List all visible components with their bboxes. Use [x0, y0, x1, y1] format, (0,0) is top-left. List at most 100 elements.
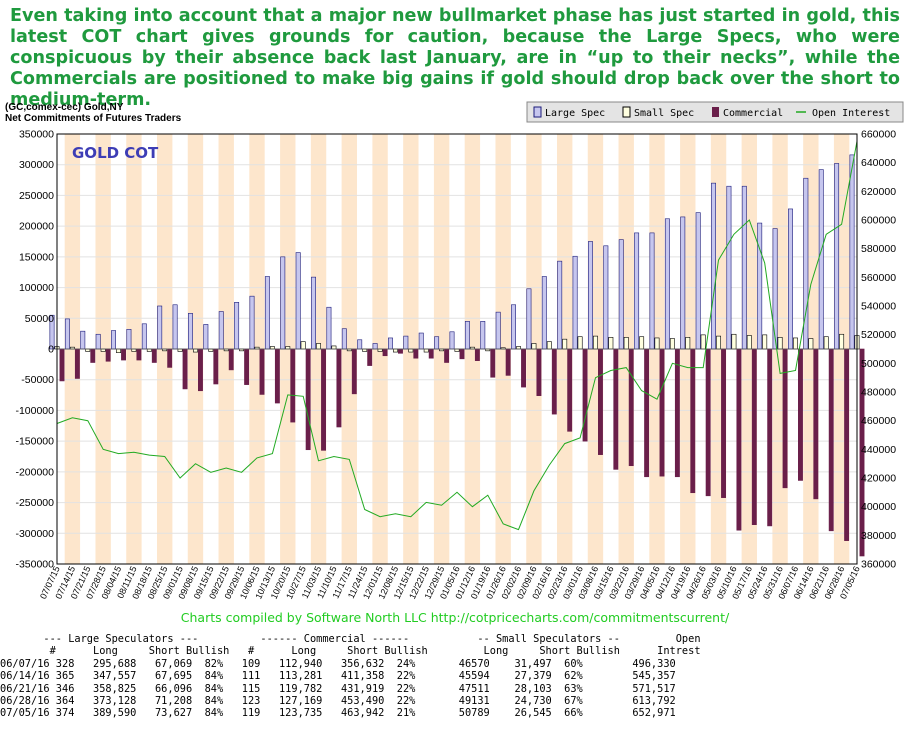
y-left-tick-label: -50000 [21, 374, 54, 386]
summary-data-row: 06/28/16 364 373,128 71,208 84% 123 127,… [0, 695, 676, 708]
chart-header-line1: (GC,comex-cec) Gold,NY [5, 102, 124, 113]
bar-commercial [690, 348, 696, 494]
bar-large-spec [434, 336, 440, 350]
bar-commercial [59, 348, 65, 382]
bar-small-spec [193, 348, 198, 353]
bar-commercial [74, 348, 80, 379]
bar-large-spec [588, 241, 593, 350]
bar-large-spec [418, 332, 424, 350]
bar-commercial [321, 348, 326, 451]
bar-commercial [259, 348, 265, 395]
bar-large-spec [480, 321, 486, 350]
bar-small-spec [777, 337, 783, 350]
bar-small-spec [623, 337, 629, 350]
bar-large-spec [357, 339, 363, 350]
bar-large-spec [572, 255, 578, 350]
headline-text: Even taking into account that a major ne… [10, 6, 900, 110]
bar-commercial [859, 348, 865, 557]
bar-commercial [474, 348, 480, 361]
bar-large-spec [741, 185, 747, 350]
bar-large-spec [311, 276, 316, 350]
bar-commercial [490, 348, 496, 378]
y-right-tick-label: 360000 [861, 559, 896, 571]
bar-large-spec [341, 328, 347, 350]
y-left-tick-label: 50000 [25, 313, 54, 325]
y-right-tick-label: 400000 [861, 501, 896, 513]
bar-large-spec [141, 323, 147, 350]
bar-large-spec [249, 295, 255, 350]
bar-large-spec [511, 304, 516, 350]
bar-large-spec [95, 333, 101, 350]
bar-small-spec [823, 336, 829, 350]
bar-large-spec [326, 306, 332, 350]
bar-large-spec [80, 330, 86, 350]
bar-large-spec [649, 232, 655, 350]
bar-large-spec [818, 169, 824, 350]
bar-large-spec [372, 343, 378, 350]
series-open-interest-line [56, 141, 858, 531]
bar-small-spec [608, 337, 614, 350]
bar-commercial [228, 348, 234, 371]
y-right-tick-label: 420000 [861, 473, 896, 485]
y-left-tick-label: -300000 [15, 528, 54, 540]
bar-small-spec [546, 341, 552, 350]
bar-large-spec [188, 313, 193, 350]
bar-commercial [198, 348, 203, 392]
bar-large-spec [557, 260, 563, 350]
footer-credit: Charts compiled by Software North LLC ht… [181, 610, 730, 625]
bar-large-spec [711, 182, 716, 350]
bar-small-spec [808, 338, 814, 350]
legend-swatch-small-spec [622, 106, 631, 118]
bar-large-spec [403, 335, 409, 350]
legend-swatch-commercial [712, 107, 719, 117]
bar-commercial [613, 348, 619, 470]
bar-small-spec [331, 345, 337, 350]
bar-large-spec [495, 311, 501, 350]
y-left-tick-label: -350000 [15, 559, 54, 571]
summary-data-row: 06/21/16 346 358,825 66,096 84% 115 119,… [0, 682, 676, 695]
bar-commercial [505, 348, 511, 376]
bar-small-spec [793, 337, 798, 350]
bar-small-spec [762, 334, 768, 350]
summary-data-row: 07/05/16 374 389,590 73,627 84% 119 123,… [0, 707, 676, 720]
bar-large-spec [634, 232, 640, 350]
bar-commercial [751, 348, 757, 525]
gold-cot-label: GOLD COT [72, 144, 159, 162]
bar-small-spec [531, 343, 537, 350]
bar-small-spec [562, 338, 568, 350]
bar-commercial [413, 348, 419, 359]
bar-large-spec [526, 288, 532, 350]
y-left-tick-label: 250000 [19, 190, 54, 202]
y-left-tick-label: -150000 [15, 436, 54, 448]
y-right-tick-label: 640000 [861, 157, 896, 169]
bar-small-spec [685, 337, 691, 350]
bar-commercial [844, 348, 850, 541]
y-right-tick-label: 580000 [861, 243, 896, 255]
bar-large-spec [264, 276, 270, 350]
bar-commercial [674, 348, 680, 478]
bar-commercial [136, 348, 142, 361]
summary-data-row: 06/14/16 365 347,557 67,695 84% 111 113,… [0, 670, 676, 683]
bar-commercial [782, 348, 788, 489]
y-right-tick-label: 600000 [861, 215, 896, 227]
y-right-tick-label: 560000 [861, 272, 896, 284]
y-right-tick-label: 480000 [861, 387, 896, 399]
bar-commercial [567, 348, 573, 432]
y-left-tick-label: 200000 [19, 221, 54, 233]
bar-large-spec [157, 305, 163, 350]
y-right-tick-label: 520000 [861, 329, 896, 341]
legend-swatch-large-spec [533, 106, 542, 118]
summary-header-row: # Long Short Bullish # Long Short Bullis… [0, 645, 701, 658]
y-left-tick-label: -100000 [15, 405, 54, 417]
y-right-tick-label: 620000 [861, 186, 896, 198]
bar-commercial [736, 348, 742, 531]
bar-large-spec [295, 252, 301, 350]
y-right-tick-label: 540000 [861, 301, 896, 313]
bar-small-spec [639, 336, 645, 350]
bar-small-spec [746, 335, 752, 350]
summary-data-row: 06/07/16 328 295,688 67,069 82% 109 112,… [0, 657, 676, 670]
bar-large-spec [849, 154, 855, 350]
y-left-tick-label: 350000 [19, 129, 54, 141]
bar-commercial [90, 348, 96, 363]
y-right-tick-label: 440000 [861, 444, 896, 456]
